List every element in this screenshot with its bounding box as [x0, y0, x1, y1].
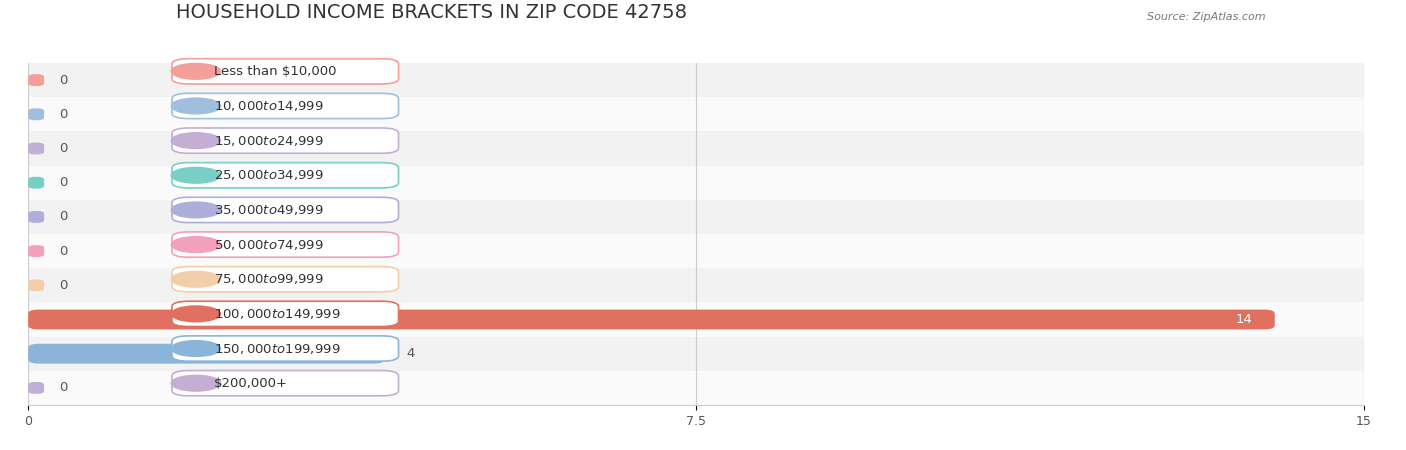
Text: 4: 4: [406, 347, 415, 360]
Bar: [28, 268, 1364, 302]
Text: $200,000+: $200,000+: [214, 377, 288, 390]
Text: $50,000 to $74,999: $50,000 to $74,999: [214, 238, 323, 252]
Bar: [28, 302, 1364, 337]
Bar: [28, 200, 1364, 234]
Text: $10,000 to $14,999: $10,000 to $14,999: [214, 99, 323, 113]
Text: $25,000 to $34,999: $25,000 to $34,999: [214, 168, 323, 182]
FancyBboxPatch shape: [28, 245, 44, 257]
Text: $100,000 to $149,999: $100,000 to $149,999: [214, 307, 340, 321]
Bar: [28, 234, 1364, 268]
FancyBboxPatch shape: [28, 211, 44, 223]
FancyBboxPatch shape: [28, 279, 44, 291]
Text: Source: ZipAtlas.com: Source: ZipAtlas.com: [1147, 13, 1265, 22]
Text: 0: 0: [59, 211, 67, 223]
Text: HOUSEHOLD INCOME BRACKETS IN ZIP CODE 42758: HOUSEHOLD INCOME BRACKETS IN ZIP CODE 42…: [176, 4, 686, 23]
FancyBboxPatch shape: [28, 177, 44, 189]
Text: 0: 0: [59, 245, 67, 257]
Bar: [28, 166, 1364, 200]
FancyBboxPatch shape: [28, 382, 44, 394]
FancyBboxPatch shape: [28, 74, 44, 86]
Text: $150,000 to $199,999: $150,000 to $199,999: [214, 342, 340, 356]
Text: 0: 0: [59, 142, 67, 155]
Text: 14: 14: [1236, 313, 1253, 326]
Text: 0: 0: [59, 176, 67, 189]
Bar: [28, 97, 1364, 131]
Text: 0: 0: [59, 74, 67, 86]
Bar: [28, 63, 1364, 97]
Text: $15,000 to $24,999: $15,000 to $24,999: [214, 134, 323, 148]
Bar: [28, 337, 1364, 371]
Bar: [28, 131, 1364, 166]
FancyBboxPatch shape: [28, 310, 1275, 329]
Bar: [28, 371, 1364, 405]
FancyBboxPatch shape: [28, 108, 44, 120]
Text: $35,000 to $49,999: $35,000 to $49,999: [214, 203, 323, 217]
Text: 0: 0: [59, 108, 67, 121]
Text: Less than $10,000: Less than $10,000: [214, 65, 336, 78]
Text: 0: 0: [59, 279, 67, 292]
FancyBboxPatch shape: [28, 143, 44, 154]
Text: 0: 0: [59, 382, 67, 394]
FancyBboxPatch shape: [28, 344, 384, 364]
Text: $75,000 to $99,999: $75,000 to $99,999: [214, 272, 323, 286]
